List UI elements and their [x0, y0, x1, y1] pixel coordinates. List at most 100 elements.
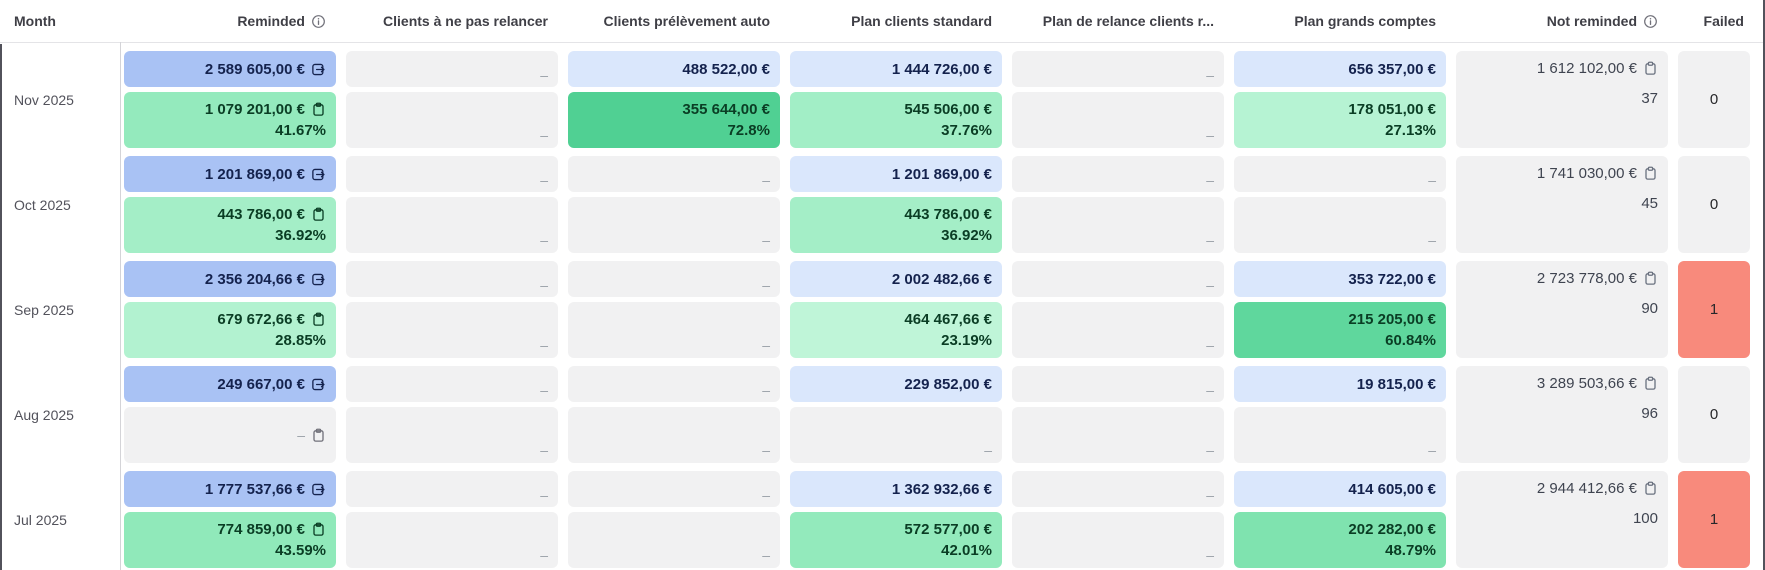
amount-cell[interactable]: –	[124, 407, 336, 463]
amount-cell[interactable]: –	[568, 156, 780, 192]
amount-cell[interactable]: –	[1012, 407, 1224, 463]
amount-cell[interactable]: –	[568, 302, 780, 358]
info-icon[interactable]	[1643, 14, 1658, 29]
amount-cell[interactable]: 572 577,00 € 42.01%	[790, 512, 1002, 568]
amount-cell[interactable]: –	[346, 197, 558, 253]
amount-cell[interactable]: 2 589 605,00 €	[124, 51, 336, 87]
failed-cell[interactable]: 0	[1678, 366, 1750, 463]
amount-cell[interactable]: –	[1234, 197, 1446, 253]
failed-cell[interactable]: 0	[1678, 156, 1750, 253]
amount-cell[interactable]: 19 815,00 €	[1234, 366, 1446, 402]
amount-cell[interactable]: 1 777 537,66 €	[124, 471, 336, 507]
column-header-label: Plan de relance clients r...	[1042, 13, 1214, 29]
export-icon	[312, 63, 325, 75]
amount-cell[interactable]: –	[1012, 197, 1224, 253]
amount-cell[interactable]: –	[1234, 407, 1446, 463]
cell-value-row: –	[1206, 68, 1214, 82]
amount-cell[interactable]: 1 079 201,00 € 41.67%	[124, 92, 336, 148]
amount-cell[interactable]: 353 722,00 €	[1234, 261, 1446, 297]
amount-cell[interactable]: –	[1012, 156, 1224, 192]
amount-cell[interactable]: 414 605,00 €	[1234, 471, 1446, 507]
amount-cell[interactable]: 679 672,66 € 28.85%	[124, 302, 336, 358]
cell-value-row: 679 672,66 €	[217, 311, 326, 328]
cell-value-row: 1 079 201,00 €	[205, 101, 326, 118]
amount-cell[interactable]: 443 786,00 € 36.92%	[790, 197, 1002, 253]
month-label: Sep 2025	[14, 301, 74, 318]
cell-value: 215 205,00 €	[1348, 311, 1436, 328]
amount-cell[interactable]: –	[568, 407, 780, 463]
amount-cell[interactable]: –	[568, 471, 780, 507]
cell-value-row: 414 605,00 €	[1348, 481, 1436, 498]
cell-value: –	[762, 277, 770, 293]
amount-cell[interactable]: –	[1234, 156, 1446, 192]
amount-cell[interactable]: –	[346, 92, 558, 148]
amount-cell[interactable]: 1 201 869,00 €	[790, 156, 1002, 192]
amount-cell[interactable]: –	[346, 51, 558, 87]
amount-cell[interactable]: –	[346, 407, 558, 463]
info-icon[interactable]	[311, 14, 326, 29]
amount-cell[interactable]: 774 859,00 € 43.59%	[124, 512, 336, 568]
amount-cell[interactable]: –	[790, 407, 1002, 463]
amount-cell[interactable]: –	[1012, 51, 1224, 87]
left-scrollbar[interactable]	[0, 44, 2, 570]
plan-column: – –	[346, 156, 558, 253]
cell-value: –	[762, 442, 770, 458]
right-scrollbar[interactable]	[1763, 0, 1765, 570]
amount-cell[interactable]: –	[568, 197, 780, 253]
not-reminded-cell[interactable]: 1 612 102,00 € 37	[1456, 51, 1668, 148]
amount-cell[interactable]: –	[1012, 302, 1224, 358]
not-reminded-cell[interactable]: 2 723 778,00 € 90	[1456, 261, 1668, 358]
not-reminded-cell[interactable]: 1 741 030,00 € 45	[1456, 156, 1668, 253]
amount-cell[interactable]: –	[346, 302, 558, 358]
failed-value: 0	[1709, 91, 1719, 108]
amount-cell[interactable]: –	[1012, 471, 1224, 507]
amount-cell[interactable]: 202 282,00 € 48.79%	[1234, 512, 1446, 568]
amount-cell[interactable]: –	[568, 261, 780, 297]
clipboard-icon	[1645, 376, 1656, 390]
amount-cell[interactable]: 1 362 932,66 €	[790, 471, 1002, 507]
amount-cell[interactable]: –	[1012, 92, 1224, 148]
amount-cell[interactable]: 2 356 204,66 €	[124, 261, 336, 297]
failed-cell[interactable]: 0	[1678, 51, 1750, 148]
plan-column: – –	[568, 156, 780, 253]
clipboard-icon	[1645, 271, 1656, 285]
not-reminded-cell[interactable]: 2 944 412,66 € 100	[1456, 471, 1668, 568]
cell-value: –	[1206, 277, 1214, 293]
amount-cell[interactable]: –	[568, 366, 780, 402]
amount-cell[interactable]: –	[1012, 512, 1224, 568]
amount-cell[interactable]: 443 786,00 € 36.92%	[124, 197, 336, 253]
cell-value: –	[1206, 172, 1214, 188]
cell-value-row: –	[1206, 548, 1214, 562]
amount-cell[interactable]: 2 002 482,66 €	[790, 261, 1002, 297]
amount-cell[interactable]: 1 201 869,00 €	[124, 156, 336, 192]
failed-cell[interactable]: 1	[1678, 471, 1750, 568]
clipboard-icon	[1645, 166, 1656, 180]
amount-cell[interactable]: 464 467,66 € 23.19%	[790, 302, 1002, 358]
not-reminded-cell[interactable]: 3 289 503,66 € 96	[1456, 366, 1668, 463]
percent-value: 42.01%	[941, 542, 992, 559]
amount-cell[interactable]: 656 357,00 €	[1234, 51, 1446, 87]
amount-cell[interactable]: –	[568, 512, 780, 568]
amount-cell[interactable]: –	[346, 512, 558, 568]
export-icon	[312, 483, 325, 495]
amount-cell[interactable]: 215 205,00 € 60.84%	[1234, 302, 1446, 358]
amount-cell[interactable]: 545 506,00 € 37.76%	[790, 92, 1002, 148]
amount-cell[interactable]: 488 522,00 €	[568, 51, 780, 87]
amount-cell[interactable]: –	[346, 366, 558, 402]
amount-cell[interactable]: 249 667,00 €	[124, 366, 336, 402]
amount-cell[interactable]: 178 051,00 € 27.13%	[1234, 92, 1446, 148]
plan-column: 1 362 932,66 € 572 577,00 € 42.01%	[790, 471, 1002, 568]
amount-cell[interactable]: 1 444 726,00 €	[790, 51, 1002, 87]
amount-cell[interactable]: –	[346, 471, 558, 507]
amount-cell[interactable]: 229 852,00 €	[790, 366, 1002, 402]
plan-column: 2 589 605,00 € 1 079 201,00 € 41.67%	[124, 51, 336, 148]
failed-cell[interactable]: 1	[1678, 261, 1750, 358]
percent-value: 72.8%	[727, 122, 770, 139]
amount-cell[interactable]: –	[346, 156, 558, 192]
column-header-label: Plan clients standard	[851, 13, 992, 29]
amount-cell[interactable]: –	[1012, 261, 1224, 297]
amount-cell[interactable]: 355 644,00 € 72.8%	[568, 92, 780, 148]
table-header: Month Reminded Clients à ne pas relancer…	[0, 0, 1765, 43]
amount-cell[interactable]: –	[346, 261, 558, 297]
amount-cell[interactable]: –	[1012, 366, 1224, 402]
